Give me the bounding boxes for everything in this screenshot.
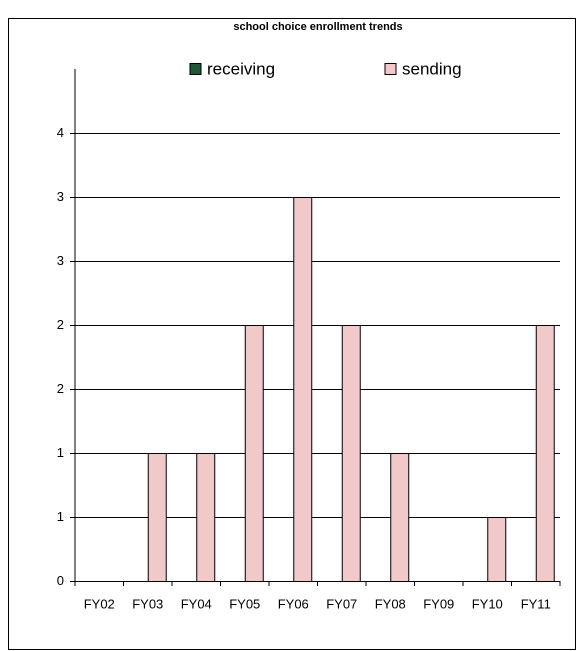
x-tick-label: FY07 [326, 596, 357, 611]
y-tick-label: 0 [57, 573, 64, 588]
x-tick-label: FY03 [132, 596, 163, 611]
chart-title: school choice enrollment trends [233, 21, 402, 33]
legend-label: receiving [207, 59, 275, 78]
y-tick-label: 3 [57, 189, 64, 204]
x-tick-label: FY11 [521, 596, 551, 611]
x-tick-label: FY06 [278, 596, 309, 611]
bar [147, 453, 167, 582]
x-tick-label: FY10 [472, 596, 503, 611]
x-tick-label: FY04 [181, 596, 212, 611]
bar [293, 197, 313, 582]
chart-frame [8, 18, 576, 650]
bar [487, 517, 507, 582]
legend-box [150, 58, 480, 80]
bar [390, 453, 410, 582]
bar [535, 325, 555, 582]
legend-label: sending [402, 59, 462, 78]
legend-swatch [189, 63, 202, 75]
legend-swatch [384, 63, 397, 75]
x-tick-label: FY02 [84, 596, 115, 611]
y-tick-label: 3 [57, 253, 64, 268]
x-tick-label: FY05 [229, 596, 260, 611]
y-tick-label: 1 [57, 509, 64, 524]
y-tick-label: 2 [57, 317, 64, 332]
bar [244, 325, 264, 582]
bar [196, 453, 216, 582]
y-tick-label: 4 [57, 125, 64, 140]
y-tick-label: 2 [57, 381, 64, 396]
y-tick-label: 1 [57, 445, 64, 460]
bar [341, 325, 361, 582]
x-tick-label: FY09 [423, 596, 454, 611]
x-tick-label: FY08 [375, 596, 406, 611]
